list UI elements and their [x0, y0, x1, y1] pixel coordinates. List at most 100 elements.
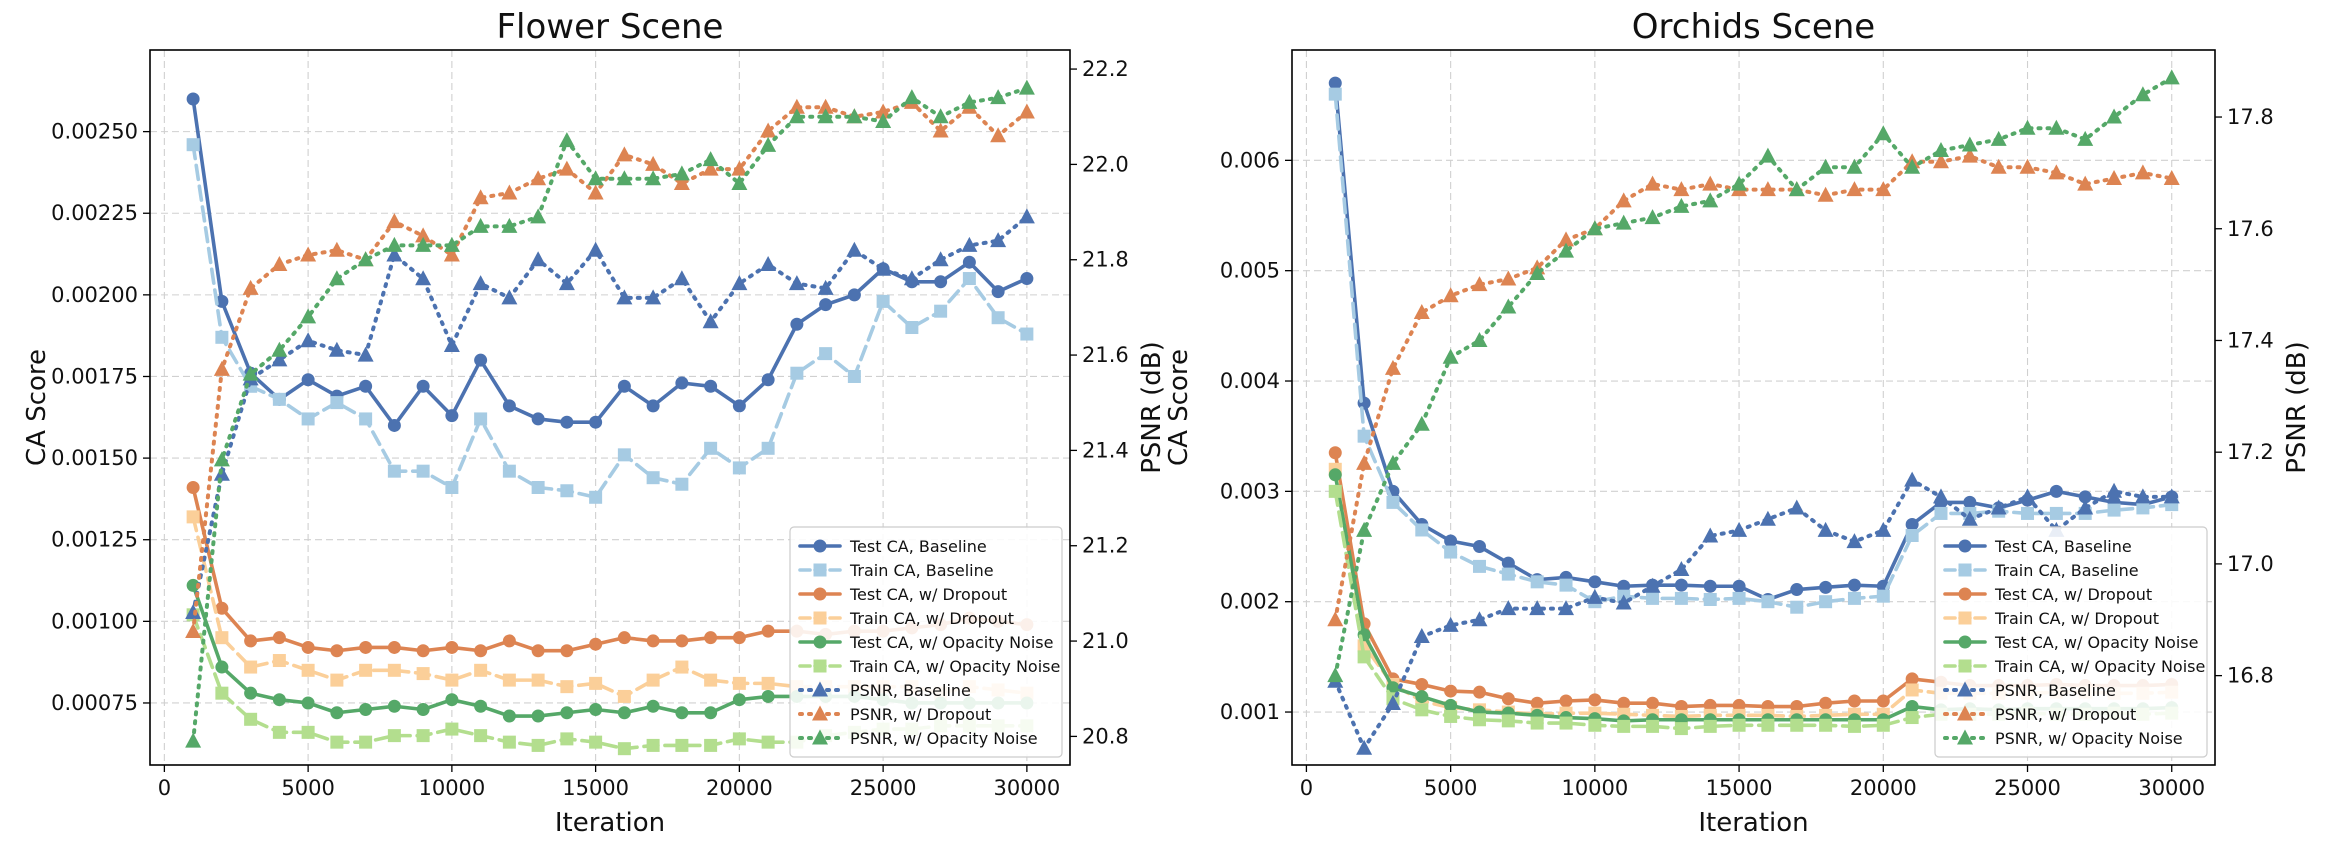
data-point: [1932, 142, 1949, 158]
data-point: [617, 448, 631, 462]
legend-item: PSNR, w/ Dropout: [1943, 705, 2136, 724]
data-point: [675, 376, 689, 390]
data-point: [1530, 696, 1544, 710]
data-point: [587, 184, 604, 200]
data-point: [531, 673, 545, 687]
data-point: [387, 418, 401, 432]
data-point: [675, 477, 689, 491]
data-point: [675, 738, 689, 752]
data-point: [1644, 209, 1661, 225]
data-point: [1558, 231, 1575, 247]
data-point: [1328, 484, 1342, 498]
data-point: [1731, 521, 1748, 537]
legend-marker: [812, 681, 828, 697]
data-point: [416, 702, 430, 716]
data-point: [1731, 175, 1748, 191]
data-point: [1328, 87, 1342, 101]
y-axis-label: CA Score: [1164, 349, 1194, 466]
data-point: [646, 699, 660, 713]
legend-label: PSNR, Baseline: [1995, 681, 2116, 700]
data-point: [1588, 575, 1602, 589]
data-point: [1905, 517, 1919, 531]
y-tick-label: 0.006: [1220, 148, 1280, 172]
data-point: [1018, 208, 1035, 224]
data-point: [1732, 579, 1746, 593]
data-point: [330, 673, 344, 687]
data-point: [1703, 579, 1717, 593]
data-point: [616, 146, 633, 162]
data-point: [903, 89, 920, 105]
data-point: [932, 108, 949, 124]
data-point: [301, 373, 315, 387]
data-point: [2049, 506, 2063, 520]
data-point: [531, 738, 545, 752]
data-point: [732, 693, 746, 707]
data-point: [2021, 506, 2035, 520]
legend-item: Test CA, w/ Dropout: [798, 585, 1007, 604]
data-point: [1327, 611, 1344, 627]
data-point: [560, 680, 574, 694]
data-point: [1932, 488, 1949, 504]
data-point: [359, 640, 373, 654]
data-point: [1020, 327, 1034, 341]
data-point: [788, 275, 805, 291]
data-point: [502, 464, 516, 478]
data-point: [1413, 628, 1430, 644]
data-point: [1444, 698, 1458, 712]
data-point: [2163, 169, 2180, 185]
data-point: [617, 742, 631, 756]
data-point: [1876, 694, 1890, 708]
data-point: [1586, 588, 1603, 604]
data-point: [1559, 716, 1573, 730]
x-tick-label: 15000: [562, 776, 629, 800]
data-point: [1444, 684, 1458, 698]
data-point: [617, 706, 631, 720]
data-point: [1788, 181, 1805, 197]
data-point: [1500, 298, 1517, 314]
y2-tick-label: 17.8: [2227, 105, 2274, 129]
legend-item: Train CA, Baseline: [798, 561, 994, 580]
y2-tick-label: 16.8: [2227, 664, 2274, 688]
data-point: [328, 341, 345, 357]
data-point: [731, 160, 748, 176]
data-point: [301, 640, 315, 654]
data-point: [817, 108, 834, 124]
data-point: [2019, 158, 2036, 174]
data-point: [1963, 495, 1977, 509]
plot-frame: [149, 49, 1071, 766]
data-point: [415, 270, 432, 286]
data-point: [445, 640, 459, 654]
data-point: [1759, 147, 1776, 163]
data-point: [1644, 577, 1661, 593]
data-point: [1328, 446, 1342, 460]
data-point: [474, 663, 488, 677]
x-tick-label: 25000: [1994, 776, 2061, 800]
data-point: [1875, 125, 1892, 141]
data-point: [732, 631, 746, 645]
data-point: [675, 634, 689, 648]
data-point: [1905, 700, 1919, 714]
data-point: [1615, 214, 1632, 230]
data-point: [1673, 197, 1690, 213]
x-tick-label: 5000: [281, 776, 334, 800]
y2-axis-label: PSNR (dB): [2282, 341, 2312, 474]
legend-marker: [1958, 611, 1972, 625]
y-tick-label: 0.00150: [51, 446, 138, 470]
legend-label: Test CA, Baseline: [849, 537, 987, 556]
data-point: [2077, 175, 2094, 191]
data-point: [560, 484, 574, 498]
data-point: [702, 313, 719, 329]
data-point: [2048, 164, 2065, 180]
legend-label: PSNR, Baseline: [850, 681, 971, 700]
data-point: [242, 365, 259, 381]
data-point: [1702, 527, 1719, 543]
y2-tick-label: 17.6: [2227, 217, 2274, 241]
x-tick-label: 10000: [1561, 776, 1628, 800]
data-point: [2077, 499, 2094, 515]
data-point: [186, 480, 200, 494]
data-point: [1530, 575, 1544, 589]
data-point: [530, 251, 547, 267]
series-7: [185, 208, 1035, 619]
data-point: [328, 270, 345, 286]
